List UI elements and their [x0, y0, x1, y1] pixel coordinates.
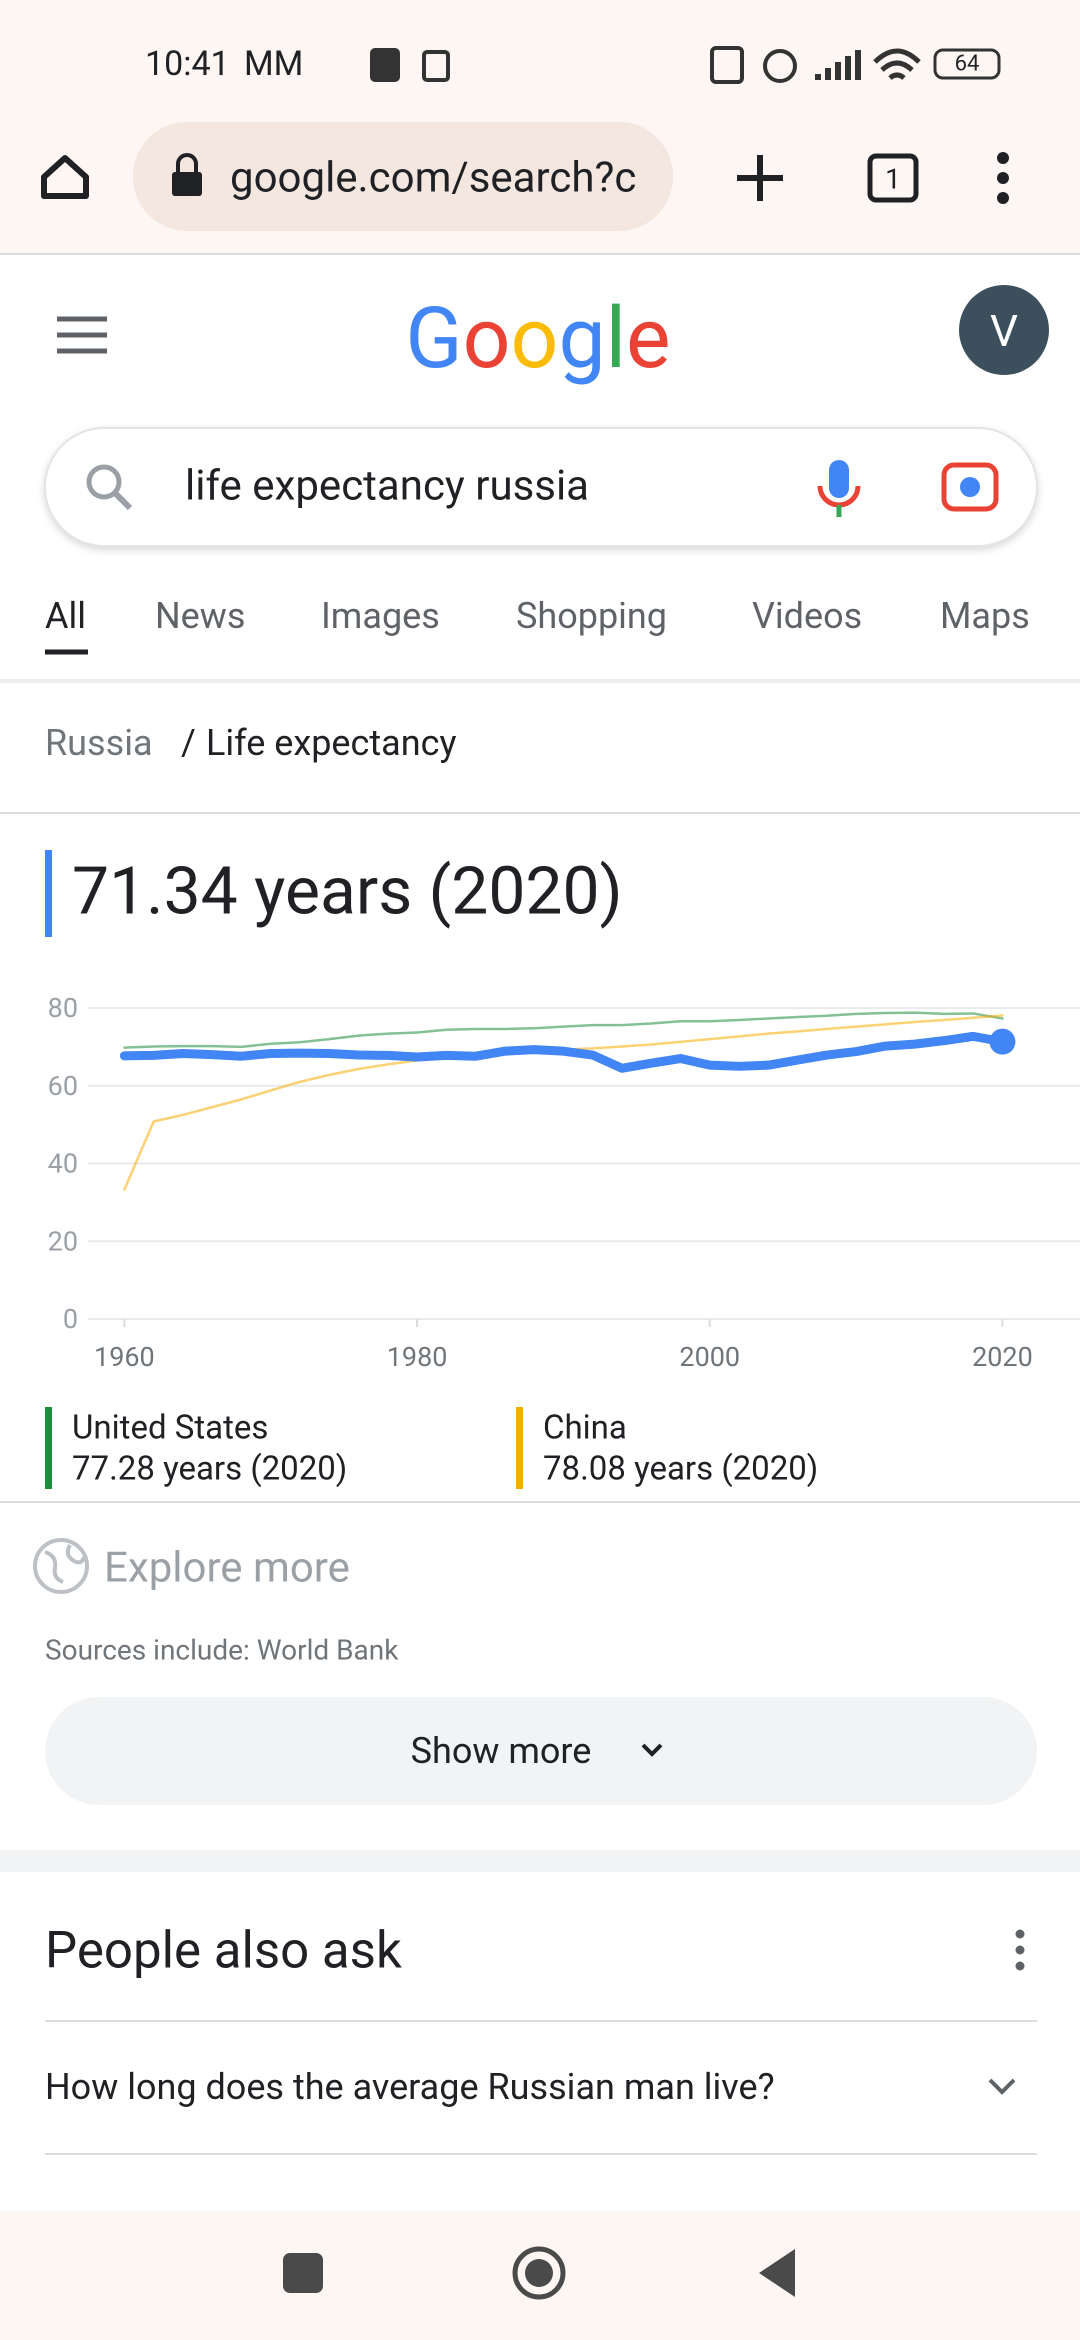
status-icon	[763, 49, 797, 83]
search-tab[interactable]: Shopping	[516, 595, 667, 637]
tab-switcher[interactable]	[867, 153, 919, 203]
home-button[interactable]	[41, 155, 89, 199]
search-tab[interactable]: Maps	[940, 595, 1030, 637]
headline-value: 71.34 years (2020)	[72, 854, 623, 931]
search-query[interactable]: life expectancy russia	[185, 462, 589, 511]
section-gap	[0, 1850, 1080, 1872]
explore-more[interactable]: Explore more	[104, 1544, 350, 1593]
x-tick-label: 1960	[94, 1341, 155, 1373]
search-tab[interactable]: Videos	[752, 595, 862, 637]
avatar[interactable]	[959, 285, 1049, 375]
y-tick-label: 40	[48, 1148, 78, 1180]
breadcrumb-current: Life expectancy	[206, 722, 456, 764]
y-tick-label: 0	[63, 1303, 78, 1335]
legend-swatch	[516, 1407, 523, 1489]
home-nav-button[interactable]	[512, 2246, 566, 2300]
recents-button[interactable]	[283, 2253, 323, 2293]
hamburger-menu[interactable]	[57, 316, 107, 354]
lock-icon	[172, 172, 202, 196]
divider	[0, 679, 1080, 683]
y-tick-label: 20	[48, 1225, 78, 1257]
status-time: 10:41	[145, 44, 230, 84]
battery-level: 64	[955, 52, 980, 77]
search-icon	[86, 464, 122, 500]
wifi-icon	[873, 48, 921, 80]
search-tab[interactable]: All	[45, 595, 86, 637]
url-bar[interactable]	[133, 122, 673, 231]
lens-icon[interactable]	[941, 462, 999, 512]
chart: 0 20 40 60 80 1960 1980 2000 2020	[48, 992, 1080, 1373]
show-more-button[interactable]	[45, 1697, 1037, 1805]
search-tab[interactable]: Images	[321, 595, 440, 637]
globe-icon	[33, 1538, 89, 1594]
status-icon	[370, 48, 400, 82]
end-point	[989, 1028, 1016, 1055]
home-nav-button	[525, 2259, 553, 2287]
search-tab[interactable]: News	[155, 595, 245, 637]
x-tick-label: 2020	[972, 1341, 1033, 1373]
status-icon	[710, 46, 744, 84]
legend-summary: 78.08 years (2020)	[543, 1450, 818, 1489]
lens-icon	[960, 477, 980, 497]
legend-name[interactable]: United States	[72, 1409, 268, 1448]
breadcrumb-separator: /	[181, 722, 196, 764]
breadcrumb-link[interactable]: Russia	[45, 722, 153, 764]
chevron-icon	[641, 1743, 663, 1757]
search-box[interactable]	[44, 427, 1038, 547]
series-line-primary	[119, 1031, 1007, 1073]
x-tick-label: 1980	[387, 1341, 448, 1373]
paa-title: People also ask	[45, 1922, 402, 1981]
series-line	[123, 1011, 1004, 1049]
status-icon	[422, 50, 450, 82]
legend-name[interactable]: China	[543, 1409, 627, 1448]
legend-summary: 77.28 years (2020)	[72, 1450, 347, 1489]
back-button[interactable]	[759, 2249, 795, 2297]
avatar-letter: V	[990, 305, 1018, 357]
signal-icon	[815, 50, 861, 80]
expand-icon	[988, 2078, 1016, 2095]
y-tick-label: 80	[48, 992, 78, 1024]
menu-button[interactable]	[997, 152, 1009, 204]
url-text: google.com/search?c	[230, 154, 636, 203]
lock-icon	[176, 153, 198, 172]
paa-menu[interactable]	[1015, 1929, 1025, 1971]
headline-accent	[45, 850, 52, 937]
search-icon	[112, 490, 133, 511]
status-carrier: MM	[244, 44, 303, 84]
x-tick-label: 2000	[679, 1341, 740, 1373]
google-logo[interactable]: Google	[405, 289, 670, 388]
y-tick-label: 60	[48, 1070, 78, 1102]
mic-icon	[817, 485, 861, 508]
paa-question[interactable]: How long does the average Russian man li…	[45, 2066, 775, 2108]
legend-swatch	[45, 1407, 52, 1489]
mic-icon[interactable]	[829, 460, 849, 498]
battery-icon	[933, 48, 1001, 80]
tab-count: 1	[885, 163, 901, 196]
sources: Sources include: World Bank	[45, 1634, 399, 1667]
globe-icon	[44, 1543, 86, 1584]
show-more-label: Show more	[411, 1730, 592, 1772]
new-tab-button[interactable]	[737, 155, 783, 201]
